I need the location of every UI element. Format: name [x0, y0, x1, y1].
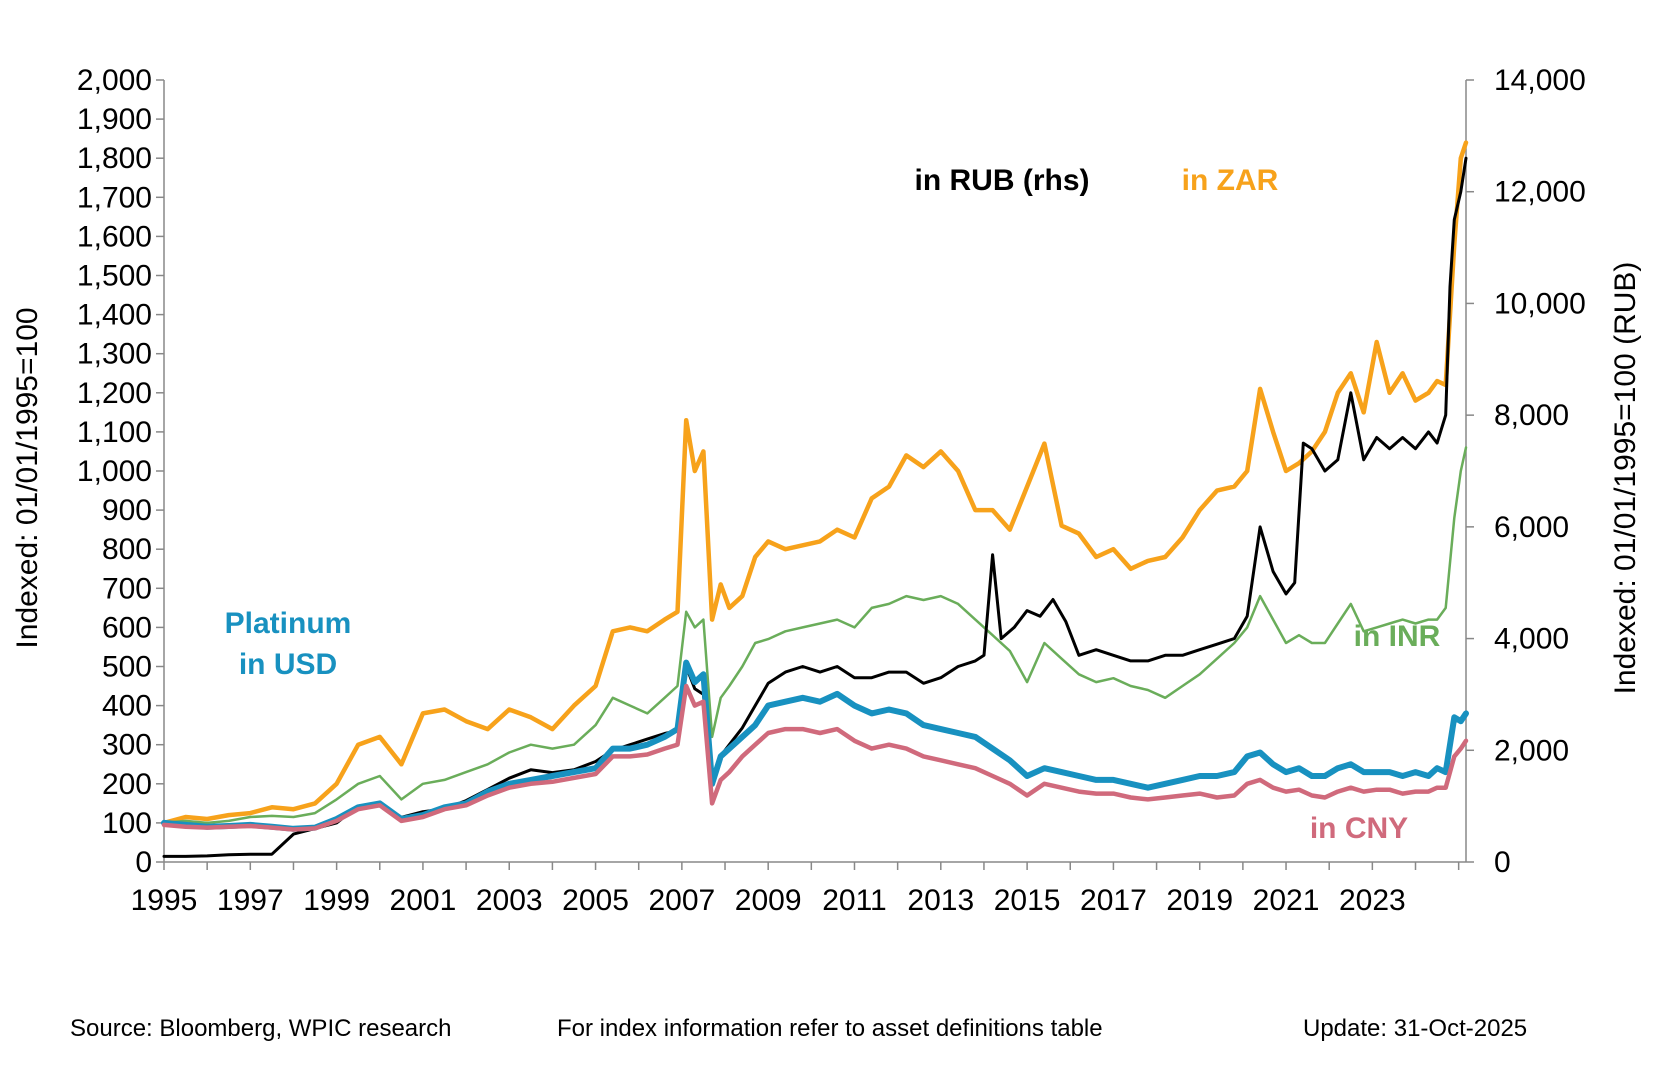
series-line-cny	[161, 683, 1469, 832]
series-label-usd-line2: in USD	[239, 648, 337, 681]
x-tick-label: 1995	[131, 884, 198, 917]
y2-tick-label: 10,000	[1494, 287, 1586, 320]
y-tick-label: 1,100	[77, 416, 152, 449]
y-tick-label: 2,000	[77, 64, 152, 97]
x-tick-label: 2017	[1080, 884, 1147, 917]
y-tick-label: 500	[102, 651, 152, 684]
series-label-usd-line1: Platinum	[225, 607, 352, 640]
y-tick-label: 1,000	[77, 455, 152, 488]
y2-tick-label: 0	[1494, 846, 1511, 879]
footer-note: For index information refer to asset def…	[557, 1015, 1103, 1042]
x-tick-label: 1999	[303, 884, 370, 917]
x-tick-label: 2021	[1253, 884, 1320, 917]
y2-axis-title: Indexed: 01/01/1995=100 (RUB)	[1609, 262, 1642, 695]
y-tick-label: 1,400	[77, 299, 152, 332]
y-tick-label: 1,300	[77, 338, 152, 371]
y2-tick-label: 6,000	[1494, 511, 1569, 544]
y-tick-label: 1,900	[77, 103, 152, 136]
y-axis-title: Indexed: 01/01/1995=100	[11, 307, 44, 648]
series-line-rub	[162, 156, 1468, 858]
series-label-rub: in RUB (rhs)	[915, 164, 1090, 197]
y2-tick-label: 14,000	[1494, 64, 1586, 97]
x-tick-label: 2013	[907, 884, 974, 917]
x-tick-label: 2011	[822, 884, 887, 917]
y-tick-label: 200	[102, 768, 152, 801]
y2-tick-label: 12,000	[1494, 176, 1586, 209]
x-tick-label: 2007	[648, 884, 715, 917]
y2-tick-label: 4,000	[1494, 623, 1569, 656]
series-label-zar: in ZAR	[1182, 164, 1279, 197]
y-tick-label: 1,700	[77, 181, 152, 214]
y-tick-label: 100	[102, 807, 152, 840]
series-label-cny: in CNY	[1310, 812, 1408, 845]
y2-tick-label: 2,000	[1494, 734, 1569, 767]
series-line-zar	[161, 140, 1469, 826]
x-tick-label: 1997	[217, 884, 284, 917]
y-tick-label: 700	[102, 572, 152, 605]
x-tick-label: 2009	[735, 884, 802, 917]
footer-source: Source: Bloomberg, WPIC research	[70, 1015, 452, 1042]
y-tick-label: 900	[102, 494, 152, 527]
y-tick-label: 0	[135, 846, 152, 879]
x-tick-label: 2001	[390, 884, 457, 917]
x-tick-label: 2003	[476, 884, 543, 917]
y-tick-label: 1,600	[77, 220, 152, 253]
y-tick-label: 1,800	[77, 142, 152, 175]
x-tick-label: 2015	[994, 884, 1061, 917]
y-tick-label: 1,200	[77, 377, 152, 410]
y-tick-label: 800	[102, 533, 152, 566]
y-tick-label: 300	[102, 729, 152, 762]
footer-update: Update: 31-Oct-2025	[1303, 1015, 1528, 1042]
y-tick-label: 600	[102, 611, 152, 644]
y-tick-label: 400	[102, 690, 152, 723]
chart-series-lines	[161, 140, 1469, 858]
series-line-inr	[162, 446, 1468, 825]
x-tick-label: 2019	[1166, 884, 1233, 917]
y2-tick-label: 8,000	[1494, 399, 1569, 432]
x-tick-label: 2023	[1339, 884, 1406, 917]
series-label-inr: in INR	[1354, 620, 1441, 653]
x-tick-label: 2005	[562, 884, 629, 917]
y-tick-label: 1,500	[77, 260, 152, 293]
chart-axes: 0 100 200 300 400 500 600 700 800 900 1,000 1,100 1,…	[77, 64, 1586, 917]
